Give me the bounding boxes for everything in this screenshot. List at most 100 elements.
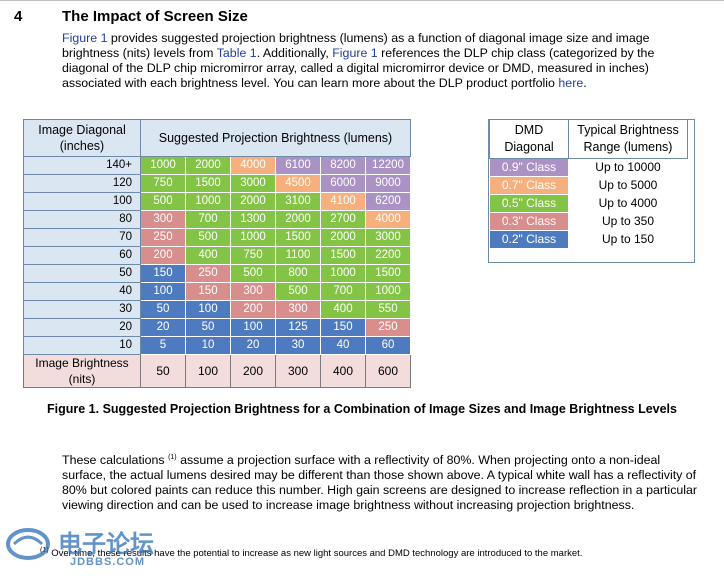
watermark-cn-text: 电子论坛 [58, 530, 154, 558]
nits-cell: 50 [140, 354, 186, 388]
brightness-cell: 2000 [275, 210, 321, 229]
watermark: 电子论坛 JDBBS.COM [6, 522, 186, 574]
brightness-cell: 3100 [275, 192, 321, 211]
table-row: 30 50 100 200 300 400 550 [23, 300, 411, 319]
brightness-cell: 1300 [230, 210, 276, 229]
row-label-diagonal: 40 [23, 282, 141, 301]
figure-1-link[interactable]: Figure 1 [62, 31, 108, 45]
brightness-cell: 2000 [320, 228, 366, 247]
brightness-cell: 500 [185, 228, 231, 247]
brightness-range-cell: Up to 350 [568, 212, 688, 231]
row-label-diagonal: 120 [23, 174, 141, 193]
dmd-class-cell: 0.9" Class [489, 158, 569, 177]
body-text-a: These calculations [62, 453, 169, 468]
brightness-cell: 200 [230, 300, 276, 319]
brightness-cell: 750 [140, 174, 186, 193]
section-number: 4 [14, 8, 23, 25]
brightness-cell: 400 [185, 246, 231, 265]
section-title: The Impact of Screen Size [62, 8, 248, 25]
dmd-class-cell: 0.2" Class [489, 230, 569, 249]
body-text-b: assume a projection surface with a refle… [62, 453, 698, 513]
top-rule [0, 0, 724, 1]
brightness-cell: 700 [320, 282, 366, 301]
table-row: 70 250 500 1000 1500 2000 3000 [23, 228, 411, 247]
brightness-cell: 300 [230, 282, 276, 301]
dmd-row: 0.3" Class Up to 350 [489, 212, 688, 231]
brightness-cell: 500 [140, 192, 186, 211]
dmd-row: 0.9" Class Up to 10000 [489, 158, 688, 177]
table-row: 100 500 1000 2000 3100 4100 6200 [23, 192, 411, 211]
dmd-table-body: 0.9" Class Up to 10000 0.7" Class Up to 500… [489, 158, 688, 249]
intro-text-3: references the DLP chip class (categoriz… [62, 46, 655, 90]
brightness-cell: 50 [140, 300, 186, 319]
body-paragraph: These calculations (1) assume a projecti… [62, 450, 702, 513]
dmd-class-cell: 0.5" Class [489, 194, 569, 213]
figure-caption: Figure 1. Suggested Projection Brightnes… [47, 402, 677, 416]
brightness-table-body: 140+ 1000 2000 4000 6100 8200 12200 120 750 1500 3… [23, 156, 411, 388]
footnote-text: Over time, these results have the potent… [48, 548, 583, 560]
table-row: 140+ 1000 2000 4000 6100 8200 12200 [23, 156, 411, 175]
nits-cell: 100 [185, 354, 231, 388]
watermark-logo-icon [6, 528, 50, 560]
table-row: 60 200 400 750 1100 1500 2200 [23, 246, 411, 265]
brightness-cell: 750 [230, 246, 276, 265]
intro-paragraph: Figure 1 provides suggested projection b… [62, 31, 702, 91]
brightness-cell: 200 [140, 246, 186, 265]
image-brightness-row: Image Brightness (nits) 50 100 200 300 400 600 [23, 354, 411, 388]
intro-text-4: . [583, 76, 587, 90]
row-label-diagonal: 80 [23, 210, 141, 229]
brightness-cell: 800 [275, 264, 321, 283]
brightness-cell: 12200 [365, 156, 411, 175]
brightness-cell: 1000 [230, 228, 276, 247]
table-row: 10 5 10 20 30 40 60 [23, 336, 411, 355]
brightness-range-cell: Up to 5000 [568, 176, 688, 195]
row-label-diagonal: 50 [23, 264, 141, 283]
brightness-range-cell: Up to 150 [568, 230, 688, 249]
brightness-cell: 2000 [230, 192, 276, 211]
brightness-cell: 9000 [365, 174, 411, 193]
brightness-cell: 250 [185, 264, 231, 283]
brightness-cell: 250 [140, 228, 186, 247]
brightness-cell: 550 [365, 300, 411, 319]
brightness-cell: 150 [185, 282, 231, 301]
brightness-cell: 1500 [365, 264, 411, 283]
brightness-cell: 1000 [140, 156, 186, 175]
brightness-cell: 100 [230, 318, 276, 337]
intro-text-2: . Additionally, [256, 46, 333, 60]
brightness-cell: 2000 [185, 156, 231, 175]
suggested-brightness-header: Suggested Projection Brightness (lumens) [140, 119, 411, 157]
intro-text-1: provides suggested projection brightness… [62, 31, 650, 60]
dmd-row: 0.5" Class Up to 4000 [489, 194, 688, 213]
row-label-diagonal: 60 [23, 246, 141, 265]
row-label-diagonal: 20 [23, 318, 141, 337]
dmd-row: 0.7" Class Up to 5000 [489, 176, 688, 195]
brightness-cell: 300 [140, 210, 186, 229]
brightness-table: Image Diagonal (inches) Suggested Projec… [23, 119, 411, 388]
table-row: 50 150 250 500 800 1000 1500 [23, 264, 411, 283]
brightness-cell: 4500 [275, 174, 321, 193]
brightness-cell: 1100 [275, 246, 321, 265]
brightness-cell: 1500 [185, 174, 231, 193]
footnote-ref: (1) [168, 454, 177, 461]
brightness-cell: 4000 [365, 210, 411, 229]
table-1-link[interactable]: Table 1 [216, 46, 257, 60]
row-label-diagonal: 70 [23, 228, 141, 247]
nits-cell: 600 [365, 354, 411, 388]
brightness-range-cell: Up to 4000 [568, 194, 688, 213]
brightness-cell: 50 [185, 318, 231, 337]
here-link[interactable]: here [558, 76, 584, 90]
table-row: 40 100 150 300 500 700 1000 [23, 282, 411, 301]
brightness-cell: 500 [230, 264, 276, 283]
brightness-cell: 1000 [185, 192, 231, 211]
dmd-row: 0.2" Class Up to 150 [489, 230, 688, 249]
figure-1-link-2[interactable]: Figure 1 [332, 46, 378, 60]
brightness-cell: 3000 [230, 174, 276, 193]
brightness-cell: 1500 [320, 246, 366, 265]
table-row: 80 300 700 1300 2000 2700 4000 [23, 210, 411, 229]
table-row: 20 20 50 100 125 150 250 [23, 318, 411, 337]
row-label-diagonal: 140+ [23, 156, 141, 175]
brightness-range-cell: Up to 10000 [568, 158, 688, 177]
brightness-cell: 100 [140, 282, 186, 301]
brightness-cell: 250 [365, 318, 411, 337]
nits-cell: 200 [230, 354, 276, 388]
